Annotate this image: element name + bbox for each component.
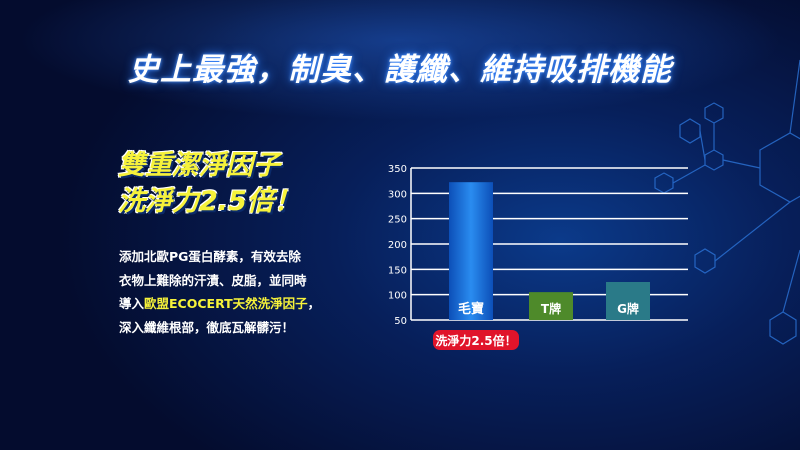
bar-category-label: 毛寶 (458, 301, 484, 317)
annotation-badge (433, 330, 519, 350)
body-text-segment: ， (307, 296, 321, 311)
y-tick-label: 300 (388, 189, 407, 200)
headline: 史上最強，制臭、護纖、維持吸排機能 (128, 52, 672, 88)
subheadline-line: 洗淨力2.5倍！ (118, 186, 301, 217)
y-tick-label: 150 (388, 265, 407, 276)
y-tick-label: 50 (394, 316, 407, 327)
body-text-segment: 導入 (119, 296, 145, 311)
body-text: 添加北歐PG蛋白酵素，有效去除 衣物上難除的汗漬、皮脂，並同時 導入歐盟ECOC… (119, 245, 320, 339)
bar (449, 182, 493, 320)
bar (529, 292, 573, 320)
y-tick-label: 100 (388, 291, 407, 302)
subheadline-line: 雙重潔淨因子 (118, 150, 280, 181)
title-glow (0, 0, 800, 120)
body-highlight: 歐盟ECOCERT天然洗淨因子 (144, 296, 308, 311)
y-tick-label: 350 (388, 164, 407, 175)
bar-category-label: T牌 (541, 301, 561, 316)
body-line: 深入纖維根部，徹底瓦解髒污！ (119, 319, 295, 335)
annotation-label: 洗淨力2.5倍！ (435, 333, 516, 348)
y-tick-label: 250 (388, 215, 407, 226)
y-tick-label: 200 (388, 240, 407, 251)
bar (606, 282, 650, 320)
subheadline: 雙重潔淨因子 洗淨力2.5倍！ (118, 148, 301, 220)
bar-category-label: G牌 (617, 301, 639, 316)
body-line: 導入歐盟ECOCERT天然洗淨因子， (119, 292, 320, 316)
body-line: 衣物上難除的汗漬、皮脂，並同時 (119, 272, 307, 288)
body-line: 添加北歐PG蛋白酵素，有效去除 (119, 249, 301, 264)
